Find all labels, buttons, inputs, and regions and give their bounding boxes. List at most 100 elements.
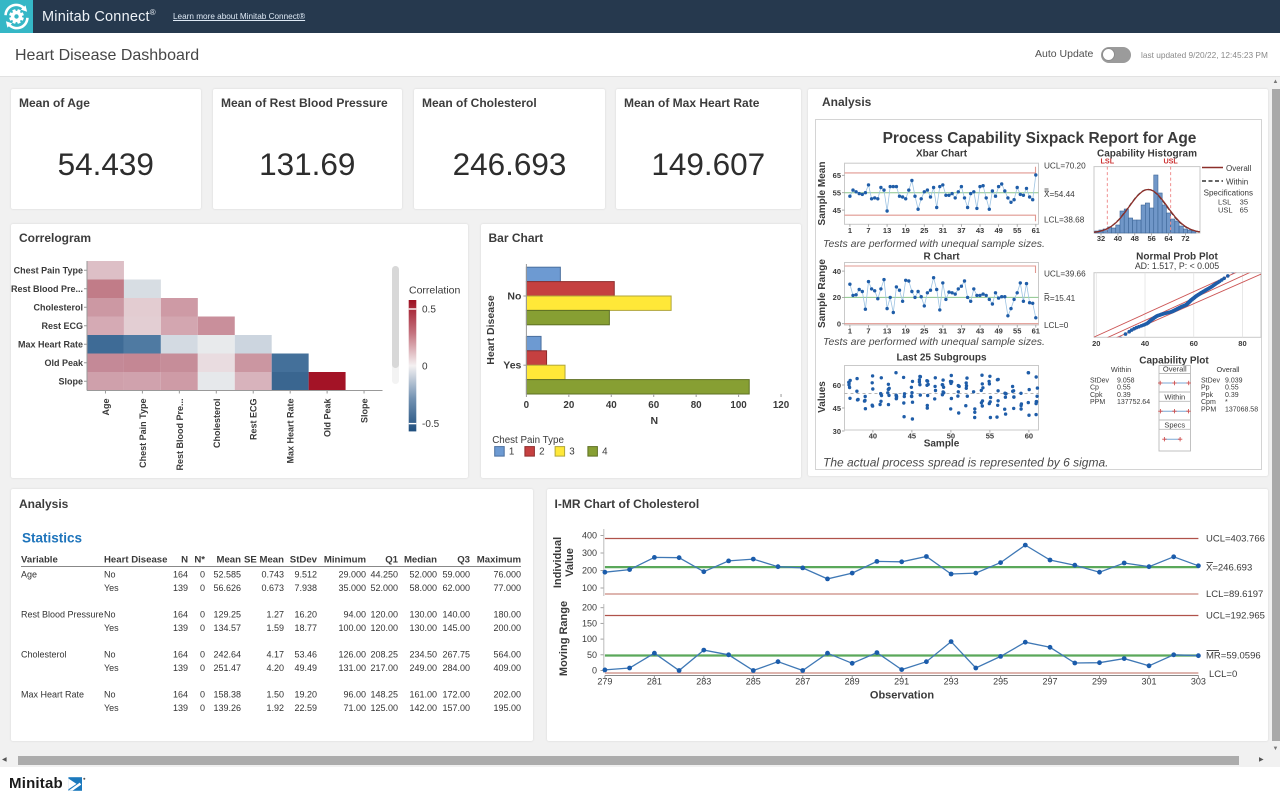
svg-text:Last 25 Subgroups: Last 25 Subgroups <box>896 352 986 363</box>
svg-text:1.50: 1.50 <box>266 689 284 699</box>
svg-text:50: 50 <box>946 431 954 440</box>
svg-text:Q3: Q3 <box>457 554 470 565</box>
svg-text:Old Peak: Old Peak <box>44 358 84 368</box>
svg-text:2: 2 <box>539 446 544 457</box>
svg-text:LSL: LSL <box>1100 156 1114 165</box>
svg-text:267.75: 267.75 <box>442 649 470 659</box>
svg-text:1: 1 <box>847 326 851 335</box>
svg-text:61: 61 <box>1031 326 1039 335</box>
svg-text:64: 64 <box>1164 234 1173 243</box>
svg-text:37: 37 <box>957 226 965 235</box>
svg-text:13: 13 <box>882 226 890 235</box>
svg-text:R Chart: R Chart <box>923 251 960 262</box>
svg-text:0: 0 <box>200 623 205 633</box>
svg-text:56.626: 56.626 <box>213 583 241 593</box>
svg-text:150: 150 <box>581 618 596 628</box>
svg-text:31: 31 <box>938 226 946 235</box>
svg-text:52.000: 52.000 <box>370 583 398 593</box>
svg-text:55: 55 <box>832 188 840 197</box>
svg-text:0: 0 <box>200 569 205 579</box>
svg-text:297: 297 <box>1042 676 1057 686</box>
svg-text:60: 60 <box>648 400 659 411</box>
svg-text:7.938: 7.938 <box>294 583 317 593</box>
svg-text:65: 65 <box>832 171 840 180</box>
svg-text:40: 40 <box>605 400 616 411</box>
svg-text:Cholesterol: Cholesterol <box>33 302 83 312</box>
svg-text:72: 72 <box>1181 234 1189 243</box>
svg-text:291: 291 <box>894 676 909 686</box>
svg-text:LCL=0: LCL=0 <box>1209 669 1237 680</box>
svg-text:Rest ECG: Rest ECG <box>249 399 259 441</box>
svg-text:100: 100 <box>730 400 747 411</box>
svg-text:52.000: 52.000 <box>409 569 437 579</box>
svg-text:Within: Within <box>1110 365 1130 374</box>
svg-text:19.20: 19.20 <box>294 689 317 699</box>
svg-text:Individual: Individual <box>552 536 564 587</box>
svg-text:*: * <box>1225 399 1228 406</box>
svg-text:217.00: 217.00 <box>370 663 398 673</box>
svg-text:X=246.693: X=246.693 <box>1206 562 1252 573</box>
svg-text:60: 60 <box>1024 431 1032 440</box>
svg-text:UCL=192.965: UCL=192.965 <box>1206 610 1265 621</box>
svg-text:3: 3 <box>569 446 575 457</box>
svg-text:120: 120 <box>772 400 789 411</box>
svg-text:43: 43 <box>975 326 983 335</box>
svg-text:249.00: 249.00 <box>409 663 437 673</box>
svg-text:300: 300 <box>581 548 596 558</box>
svg-text:Normal Prob Plot: Normal Prob Plot <box>1136 251 1218 262</box>
svg-text:130.00: 130.00 <box>409 609 437 619</box>
svg-text:32: 32 <box>1096 234 1104 243</box>
svg-text:60: 60 <box>832 380 840 389</box>
svg-text:UCL=70.20: UCL=70.20 <box>1044 161 1086 170</box>
svg-text:No: No <box>104 569 116 579</box>
svg-text:Median: Median <box>404 554 437 565</box>
svg-text:9.039: 9.039 <box>1225 377 1243 384</box>
svg-text:X=54.44: X=54.44 <box>1044 190 1075 199</box>
svg-text:202.00: 202.00 <box>493 689 521 699</box>
svg-text:158.38: 158.38 <box>213 689 241 699</box>
svg-text:20: 20 <box>1092 339 1100 348</box>
svg-text:96.00: 96.00 <box>343 689 366 699</box>
svg-text:49.49: 49.49 <box>294 663 317 673</box>
svg-text:37: 37 <box>957 326 965 335</box>
svg-text:29.000: 29.000 <box>338 569 366 579</box>
svg-text:45: 45 <box>832 205 840 214</box>
svg-text:Yes: Yes <box>104 583 119 593</box>
svg-text:Cpk: Cpk <box>1090 391 1103 398</box>
svg-text:77.000: 77.000 <box>493 583 521 593</box>
svg-text:Specifications: Specifications <box>1203 188 1252 197</box>
svg-text:145.00: 145.00 <box>442 623 470 633</box>
svg-text:283: 283 <box>696 676 711 686</box>
svg-text:StDev: StDev <box>1090 377 1110 384</box>
svg-text:140.00: 140.00 <box>442 609 470 619</box>
svg-text:0.673: 0.673 <box>261 583 284 593</box>
svg-text:16.20: 16.20 <box>294 609 317 619</box>
svg-text:65: 65 <box>1239 205 1247 214</box>
svg-text:Yes: Yes <box>104 703 119 713</box>
svg-text:Heart Disease: Heart Disease <box>104 554 167 565</box>
svg-text:0.39: 0.39 <box>1117 391 1131 398</box>
svg-text:139: 139 <box>173 703 188 713</box>
svg-text:PPM: PPM <box>1201 406 1216 413</box>
svg-text:9.058: 9.058 <box>1117 377 1135 384</box>
svg-text:303: 303 <box>1190 676 1205 686</box>
svg-text:50: 50 <box>586 649 596 659</box>
svg-text:289: 289 <box>844 676 859 686</box>
svg-text:No: No <box>104 609 116 619</box>
svg-text:19: 19 <box>901 226 909 235</box>
svg-text:40: 40 <box>1140 339 1148 348</box>
svg-text:Sample: Sample <box>923 438 959 449</box>
svg-text:Rest Blood Pressure: Rest Blood Pressure <box>21 609 104 619</box>
svg-text:139: 139 <box>173 623 188 633</box>
svg-text:Specs: Specs <box>1164 420 1185 429</box>
svg-text:52.585: 52.585 <box>213 569 241 579</box>
svg-text:Tests are performed with unequ: Tests are performed with unequal sample … <box>823 336 1045 348</box>
svg-text:287: 287 <box>795 676 810 686</box>
svg-text:18.77: 18.77 <box>294 623 317 633</box>
svg-text:71.00: 71.00 <box>343 703 366 713</box>
svg-text:125.00: 125.00 <box>370 703 398 713</box>
svg-text:Old Peak: Old Peak <box>323 398 333 438</box>
svg-text:Ppk: Ppk <box>1201 391 1214 398</box>
svg-text:SE Mean: SE Mean <box>244 554 284 565</box>
svg-text:0.55: 0.55 <box>1225 384 1239 391</box>
